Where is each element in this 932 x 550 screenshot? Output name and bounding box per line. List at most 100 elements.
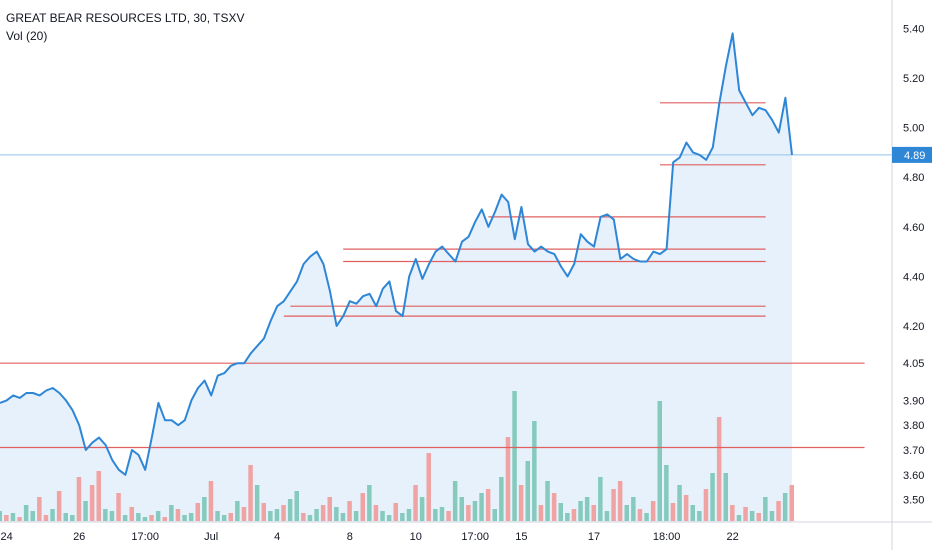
volume-bar <box>268 511 273 521</box>
volume-bar <box>413 485 418 521</box>
price-tick-label: 4.20 <box>903 321 924 333</box>
price-tick-label: 3.50 <box>903 495 924 507</box>
volume-bar <box>598 477 603 521</box>
volume-bar <box>254 485 260 521</box>
volume-bar <box>683 495 689 521</box>
time-tick-label: 18:00 <box>653 531 681 543</box>
volume-bar <box>479 493 484 521</box>
volume-bar <box>545 481 550 521</box>
volume-bar <box>314 509 319 521</box>
volume-bar <box>155 511 161 521</box>
volume-bar <box>650 501 656 521</box>
volume-bar <box>518 485 524 521</box>
volume-bar <box>538 505 544 521</box>
volume-bar <box>116 493 121 521</box>
volume-bar <box>360 493 365 521</box>
volume-bar <box>327 497 332 521</box>
volume-bar <box>617 481 623 521</box>
volume-bar <box>373 505 379 521</box>
volume-bar <box>37 497 42 521</box>
volume-bar <box>221 515 227 521</box>
volume-bar <box>558 503 563 521</box>
volume-bar <box>294 491 299 521</box>
chart-legend: GREAT BEAR RESOURCES LTD, 30, TSXV Vol (… <box>6 9 245 45</box>
volume-bar <box>83 501 88 521</box>
price-tick-label: 5.00 <box>903 123 924 135</box>
price-tick-label: 3.70 <box>903 445 924 457</box>
price-tick-label: 4.60 <box>903 222 924 234</box>
volume-bar <box>644 513 649 521</box>
price-tick-label: 3.90 <box>903 395 924 407</box>
volume-bar <box>512 391 517 521</box>
volume-bar <box>492 509 497 521</box>
volume-bar <box>551 493 557 521</box>
volume-bar <box>235 501 240 521</box>
volume-bar <box>4 515 9 521</box>
volume-bar <box>525 461 530 521</box>
volume-bar <box>89 485 95 521</box>
volume-bar <box>63 513 68 521</box>
volume-bar <box>624 505 629 521</box>
price-tick-label: 4.05 <box>903 358 924 370</box>
volume-bar <box>274 509 280 521</box>
volume-bar <box>466 505 471 521</box>
volume-bar <box>103 509 108 521</box>
volume-bar <box>353 511 359 521</box>
volume-bar <box>664 465 669 521</box>
volume-bar <box>340 513 346 521</box>
volume-bar <box>657 401 662 521</box>
volume-bar <box>301 513 306 521</box>
volume-bar <box>426 453 431 521</box>
volume-bar <box>56 491 62 521</box>
volume-bar <box>386 515 392 521</box>
price-tick-label: 3.60 <box>903 470 924 482</box>
price-tick-label: 4.80 <box>903 172 924 184</box>
price-tick-label: 5.40 <box>903 23 924 35</box>
volume-bar <box>367 485 372 521</box>
volume-bar <box>730 505 735 521</box>
volume-bar <box>789 485 794 521</box>
volume-bar <box>446 511 451 521</box>
volume-bar <box>122 515 128 521</box>
volume-bar <box>241 507 247 521</box>
price-line[interactable] <box>0 32 793 476</box>
volume-bar <box>485 489 491 521</box>
volume-bar <box>763 497 768 521</box>
time-tick-label: 17 <box>588 531 600 543</box>
time-tick-label: 15 <box>515 531 527 543</box>
volume-bar <box>17 517 22 521</box>
volume-bar <box>281 505 286 521</box>
volume-bar <box>228 513 233 521</box>
volume-bar <box>584 497 590 521</box>
volume-bar <box>604 511 610 521</box>
volume-bar <box>188 513 194 521</box>
volume-bar <box>96 471 101 521</box>
volume-bar <box>0 511 2 521</box>
volume-bar <box>406 509 412 521</box>
volume-bar <box>776 501 781 521</box>
price-tick-label: 3.80 <box>903 420 924 432</box>
volume-bar <box>716 417 722 521</box>
volume-bar <box>459 497 464 521</box>
volume-bar <box>136 513 141 521</box>
volume-bar <box>677 485 682 521</box>
volume-bar <box>202 497 207 521</box>
volume-bar <box>571 509 577 521</box>
volume-bar <box>611 489 616 521</box>
volume-bar <box>400 513 405 521</box>
volume-bar <box>129 507 134 521</box>
volume-bar <box>347 501 352 521</box>
last-price-label: 4.89 <box>904 150 925 162</box>
volume-bar <box>287 499 293 521</box>
volume-bar <box>433 509 438 521</box>
time-tick-label: 17:00 <box>131 531 159 543</box>
volume-bar <box>782 493 788 521</box>
volume-bar <box>452 481 458 521</box>
volume-bar <box>175 509 181 521</box>
legend-volume: Vol (20) <box>6 29 48 43</box>
volume-bar <box>743 507 748 521</box>
time-tick-label: 4 <box>274 531 280 543</box>
price-tick-label: 4.40 <box>903 271 924 283</box>
